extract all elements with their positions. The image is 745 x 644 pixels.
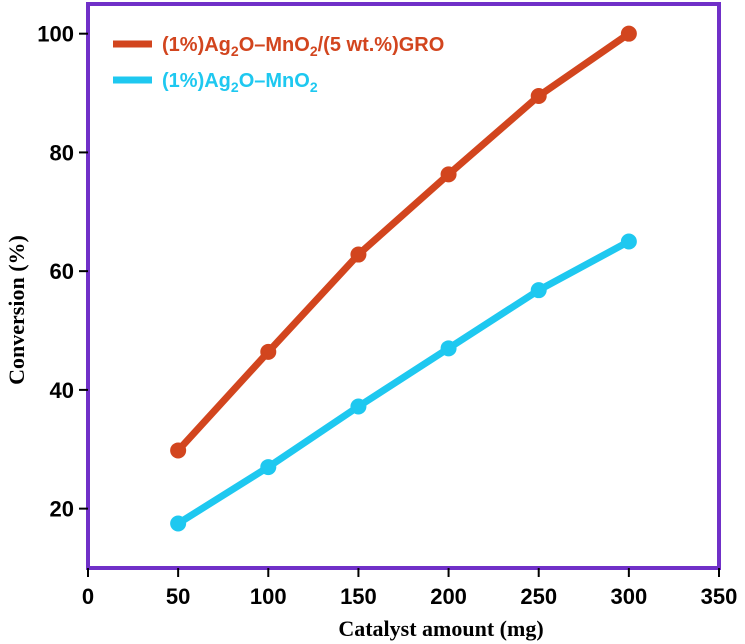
data-point bbox=[170, 442, 187, 459]
x-tick-label: 300 bbox=[610, 584, 647, 609]
data-point bbox=[620, 233, 637, 250]
x-tick-label: 100 bbox=[250, 584, 287, 609]
data-point bbox=[260, 459, 277, 476]
series-line bbox=[175, 30, 631, 453]
data-point bbox=[350, 398, 367, 415]
data-point bbox=[170, 515, 187, 532]
y-tick-label: 60 bbox=[50, 259, 74, 284]
x-tick-label: 350 bbox=[701, 584, 738, 609]
y-tick-label: 20 bbox=[50, 497, 74, 522]
series-2 bbox=[170, 233, 637, 532]
x-tick-label: 50 bbox=[166, 584, 190, 609]
legend-label: (1%)Ag2O–MnO2 bbox=[162, 70, 318, 95]
y-tick-label: 100 bbox=[37, 22, 74, 47]
axis-ticks: 0 50 100 150 200 250 300 350 20 40 60 80 100 bbox=[37, 22, 737, 609]
series-line bbox=[176, 238, 631, 527]
data-point bbox=[440, 166, 457, 183]
data-point bbox=[620, 25, 637, 42]
y-tick-label: 80 bbox=[50, 140, 74, 165]
x-axis-title: Catalyst amount (mg) bbox=[338, 616, 543, 641]
data-point bbox=[530, 282, 547, 299]
legend-label: (1%)Ag2O–MnO2/(5 wt.%)GRO bbox=[162, 34, 444, 59]
y-axis-title: Conversion (%) bbox=[4, 235, 29, 385]
x-tick-label: 0 bbox=[82, 584, 94, 609]
x-tick-label: 150 bbox=[340, 584, 377, 609]
y-tick-label: 40 bbox=[50, 378, 74, 403]
data-point bbox=[530, 88, 547, 105]
data-point bbox=[260, 343, 277, 360]
legend: (1%)Ag2O–MnO2/(5 wt.%)GRO (1%)Ag2O–MnO2 bbox=[113, 34, 444, 95]
data-point bbox=[440, 340, 457, 357]
series-1 bbox=[170, 25, 637, 459]
x-tick-label: 200 bbox=[430, 584, 467, 609]
series-layer bbox=[170, 25, 637, 532]
x-tick-label: 250 bbox=[520, 584, 557, 609]
data-point bbox=[350, 246, 367, 263]
plot-frame bbox=[86, 2, 721, 570]
